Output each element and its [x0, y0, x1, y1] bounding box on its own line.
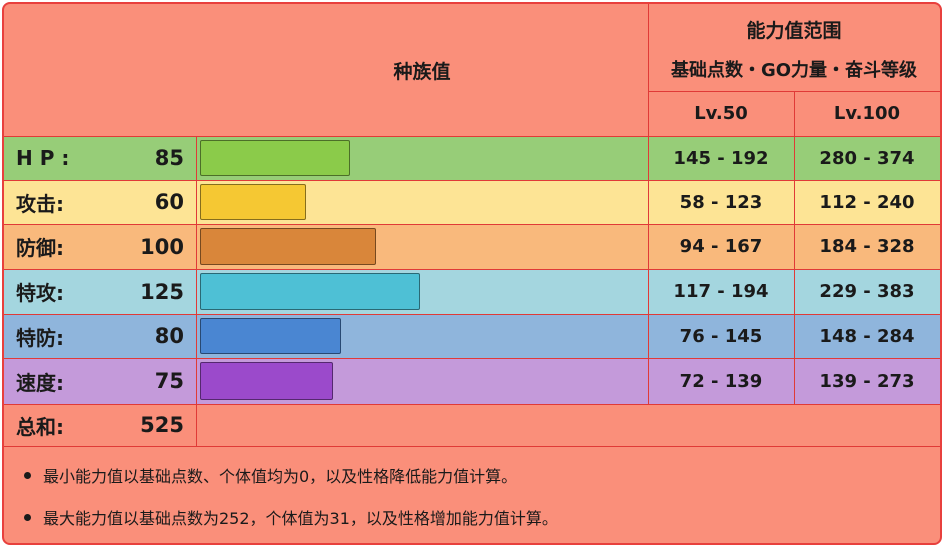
stat-value: 100 — [140, 234, 184, 259]
lv50-range: 117 - 194 — [673, 281, 769, 302]
stat-row — [4, 180, 940, 224]
divider — [4, 224, 940, 225]
divider — [196, 136, 197, 446]
stat-value: 125 — [140, 279, 184, 304]
stat-value: 60 — [154, 190, 184, 214]
note-text: 最小能力值以基础点数、个体值均为0，以及性格降低能力值计算。 — [43, 467, 518, 486]
stat-label: 攻击: — [16, 191, 64, 216]
divider — [648, 4, 649, 404]
divider — [4, 404, 940, 405]
lv100-range: 112 - 240 — [819, 191, 915, 213]
bullet-icon — [24, 513, 31, 521]
base-stats-header: 种族值 — [393, 60, 451, 83]
stat-row — [4, 224, 940, 269]
stat-value: 75 — [154, 369, 184, 393]
note-item: 最小能力值以基础点数、个体值均为0，以及性格降低能力值计算。 — [24, 460, 517, 490]
divider — [794, 91, 795, 404]
stat-bar — [200, 273, 420, 310]
stat-bar — [200, 228, 376, 265]
divider — [4, 180, 940, 181]
divider — [4, 136, 940, 137]
lv100-range: 184 - 328 — [819, 236, 915, 257]
stat-row — [4, 136, 940, 180]
lv100-range: 280 - 374 — [819, 147, 915, 169]
stat-row — [4, 358, 940, 404]
divider — [4, 446, 940, 447]
stat-label: 特防: — [16, 325, 64, 350]
lv100-range: 139 - 273 — [819, 370, 915, 392]
stat-bar — [200, 184, 306, 220]
lv50-range: 94 - 167 — [679, 236, 763, 257]
divider — [4, 314, 940, 315]
lv50-range: 72 - 139 — [679, 370, 763, 392]
note-item: 最大能力值以基础点数为252，个体值为31，以及性格增加能力值计算。 — [24, 502, 558, 532]
total-label: 总和: — [16, 414, 64, 439]
lv50-header: Lv.50 — [694, 103, 748, 124]
stat-label: 特攻: — [16, 281, 64, 305]
lv100-header: Lv.100 — [833, 103, 901, 124]
bullet-icon — [24, 471, 31, 479]
stat-label: 防御: — [16, 236, 64, 260]
stat-value: 85 — [154, 146, 184, 170]
stat-row — [4, 314, 940, 358]
stat-bar — [200, 318, 341, 354]
stat-bar — [200, 140, 350, 176]
stat-label: 速度: — [16, 370, 64, 395]
lv100-range: 229 - 383 — [819, 281, 915, 302]
lv50-range: 76 - 145 — [679, 325, 763, 347]
stat-bar — [200, 362, 333, 400]
lv50-range: 58 - 123 — [679, 191, 763, 213]
stat-row — [4, 269, 940, 314]
total-value: 525 — [140, 413, 184, 437]
note-text: 最大能力值以基础点数为252，个体值为31，以及性格增加能力值计算。 — [43, 509, 558, 528]
range-subheader: 基础点数・GO力量・奋斗等级 — [670, 60, 918, 81]
divider — [4, 269, 940, 270]
stat-value: 80 — [154, 324, 184, 348]
stat-label: H P : — [16, 146, 70, 170]
range-header: 能力值范围 — [746, 19, 842, 42]
lv100-range: 148 - 284 — [819, 325, 915, 347]
divider — [4, 358, 940, 359]
lv50-range: 145 - 192 — [673, 147, 769, 169]
